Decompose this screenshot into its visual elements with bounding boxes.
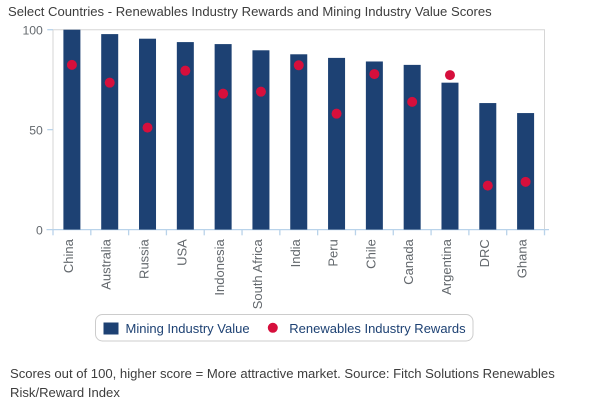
svg-text:0: 0 xyxy=(36,223,43,237)
svg-text:Australia: Australia xyxy=(99,238,114,289)
svg-text:Risk/Reward Index: Risk/Reward Index xyxy=(10,385,120,400)
svg-text:Russia: Russia xyxy=(137,238,152,279)
svg-text:Scores out of 100, higher scor: Scores out of 100, higher score = More a… xyxy=(10,366,555,381)
svg-text:100: 100 xyxy=(22,24,43,38)
svg-text:DRC: DRC xyxy=(477,239,492,267)
svg-text:Mining Industry Value: Mining Industry Value xyxy=(126,321,250,336)
svg-text:USA: USA xyxy=(174,239,189,266)
svg-text:Chile: Chile xyxy=(363,239,378,269)
svg-text:China: China xyxy=(61,238,76,273)
svg-text:Renewables Industry Rewards: Renewables Industry Rewards xyxy=(289,321,466,336)
svg-text:Argentina: Argentina xyxy=(439,238,454,294)
svg-text:Select Countries - Renewables: Select Countries - Renewables Industry R… xyxy=(8,4,492,19)
svg-text:50: 50 xyxy=(29,123,43,137)
svg-text:Ghana: Ghana xyxy=(515,238,530,278)
svg-text:Peru: Peru xyxy=(326,239,341,266)
svg-text:India: India xyxy=(288,238,303,267)
svg-text:Canada: Canada xyxy=(401,238,416,284)
svg-text:South Africa: South Africa xyxy=(250,238,265,309)
svg-text:Indonesia: Indonesia xyxy=(212,238,227,295)
